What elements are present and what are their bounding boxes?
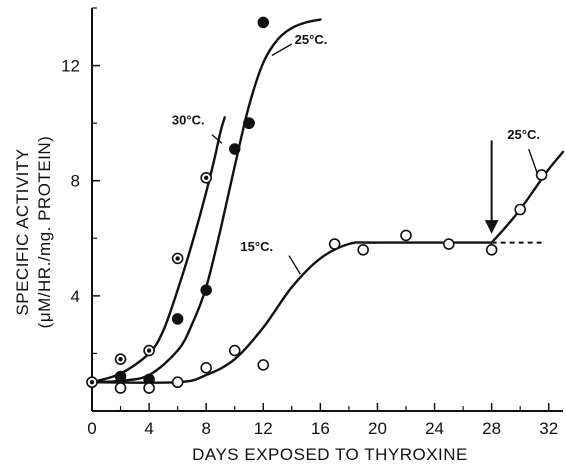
series-curve-3 (490, 150, 565, 244)
y-axis-label-line2: (μM/HR./mg. PROTEIN) (35, 136, 54, 329)
point-filled-s1 (243, 117, 255, 129)
data-points (86, 16, 548, 394)
point-open-s3 (535, 169, 548, 181)
series-label-1: 25°C. (295, 32, 328, 47)
series-label-leader-3 (528, 148, 538, 174)
series-curve-1 (90, 18, 322, 384)
annotations: 30°C. 25°C. 15°C. 25°C. (172, 32, 540, 275)
point-dotted-center-s0 (203, 175, 209, 181)
series-label-leader-0 (211, 134, 223, 144)
point-open-s2 (328, 238, 341, 250)
x-tick-label: 16 (311, 419, 330, 438)
point-open-s2 (357, 244, 369, 256)
point-open-s2 (485, 244, 498, 256)
point-dotted-center-s0 (89, 380, 95, 385)
x-tick-label: 32 (539, 419, 558, 438)
point-open-s2 (228, 344, 241, 357)
x-tick-label: 20 (368, 419, 387, 438)
y-tick-label: 12 (61, 57, 80, 76)
series-curve-0 (90, 116, 226, 384)
series-label-2: 15°C. (240, 239, 273, 254)
x-tick-label: 0 (87, 419, 96, 438)
curves (90, 18, 565, 384)
x-axis-label: DAYS EXPOSED TO THYROXINE (192, 445, 468, 464)
point-open-s2 (200, 362, 212, 374)
point-filled-s1 (171, 313, 184, 325)
point-open-s2 (114, 382, 127, 394)
series-label-3: 25°C. (507, 127, 540, 142)
point-filled-s1 (114, 370, 127, 383)
series-label-0: 30°C. (172, 113, 205, 128)
point-filled-s1 (228, 143, 241, 155)
x-tick-label: 24 (425, 419, 444, 438)
point-open-s2 (171, 376, 184, 389)
point-dotted-center-s0 (118, 356, 123, 362)
point-open-s2 (400, 229, 412, 242)
x-tick-label: 4 (144, 419, 153, 438)
point-open-s3 (514, 203, 526, 216)
x-tick-label: 8 (201, 419, 210, 438)
point-open-s2 (257, 359, 270, 371)
y-tick-label: 4 (71, 287, 80, 306)
y-tick-label: 8 (71, 172, 80, 191)
series-label-leader-1 (271, 43, 293, 57)
y-axis-label-line1: SPECIFIC ACTIVITY (13, 148, 32, 315)
point-dotted-center-s0 (175, 256, 180, 261)
x-tick-label: 28 (482, 419, 501, 438)
point-dotted-center-s0 (146, 348, 152, 353)
point-open-s2 (143, 382, 155, 394)
point-filled-s1 (200, 284, 212, 296)
series-label-leader-2 (288, 255, 301, 275)
axes: 0 4 8 12 16 20 24 28 32 4 8 12 (61, 7, 563, 438)
arrow-marker-head (484, 220, 499, 234)
series-curve-2 (90, 241, 493, 384)
point-open-s2 (443, 238, 455, 250)
point-filled-s1 (257, 16, 270, 29)
x-tick-label: 12 (254, 419, 273, 438)
